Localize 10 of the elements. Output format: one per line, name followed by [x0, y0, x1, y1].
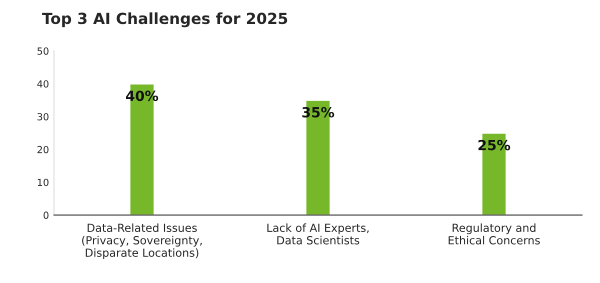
- y-tick-label: 10: [38, 178, 48, 186]
- x-tick-label: Regulatory and Ethical Concerns: [448, 223, 540, 244]
- y-tick-label: 50: [38, 47, 48, 55]
- x-tick-label: Lack of AI Experts, Data Scientists: [267, 223, 369, 244]
- y-tick-label: 40: [37, 80, 48, 88]
- y-tick-label: 20: [37, 146, 48, 154]
- x-tick-label: Data-Related Issues (Privacy, Sovereignty, Disparate Locations): [82, 223, 202, 260]
- chart-title: Top 3 AI Challenges for 2025: [42, 12, 288, 28]
- y-tick-label: 0: [44, 212, 48, 219]
- y-tick-label: 30: [38, 113, 48, 120]
